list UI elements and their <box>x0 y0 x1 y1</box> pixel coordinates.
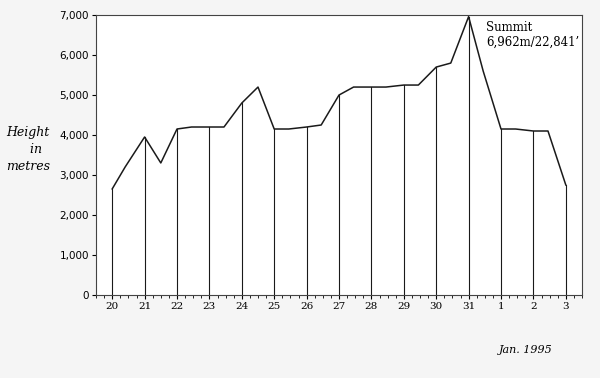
Text: Jan. 1995: Jan. 1995 <box>499 345 553 355</box>
Text: Height
    in
metres: Height in metres <box>6 126 50 173</box>
Text: Summit
6,962m/22,841’: Summit 6,962m/22,841’ <box>487 21 580 49</box>
